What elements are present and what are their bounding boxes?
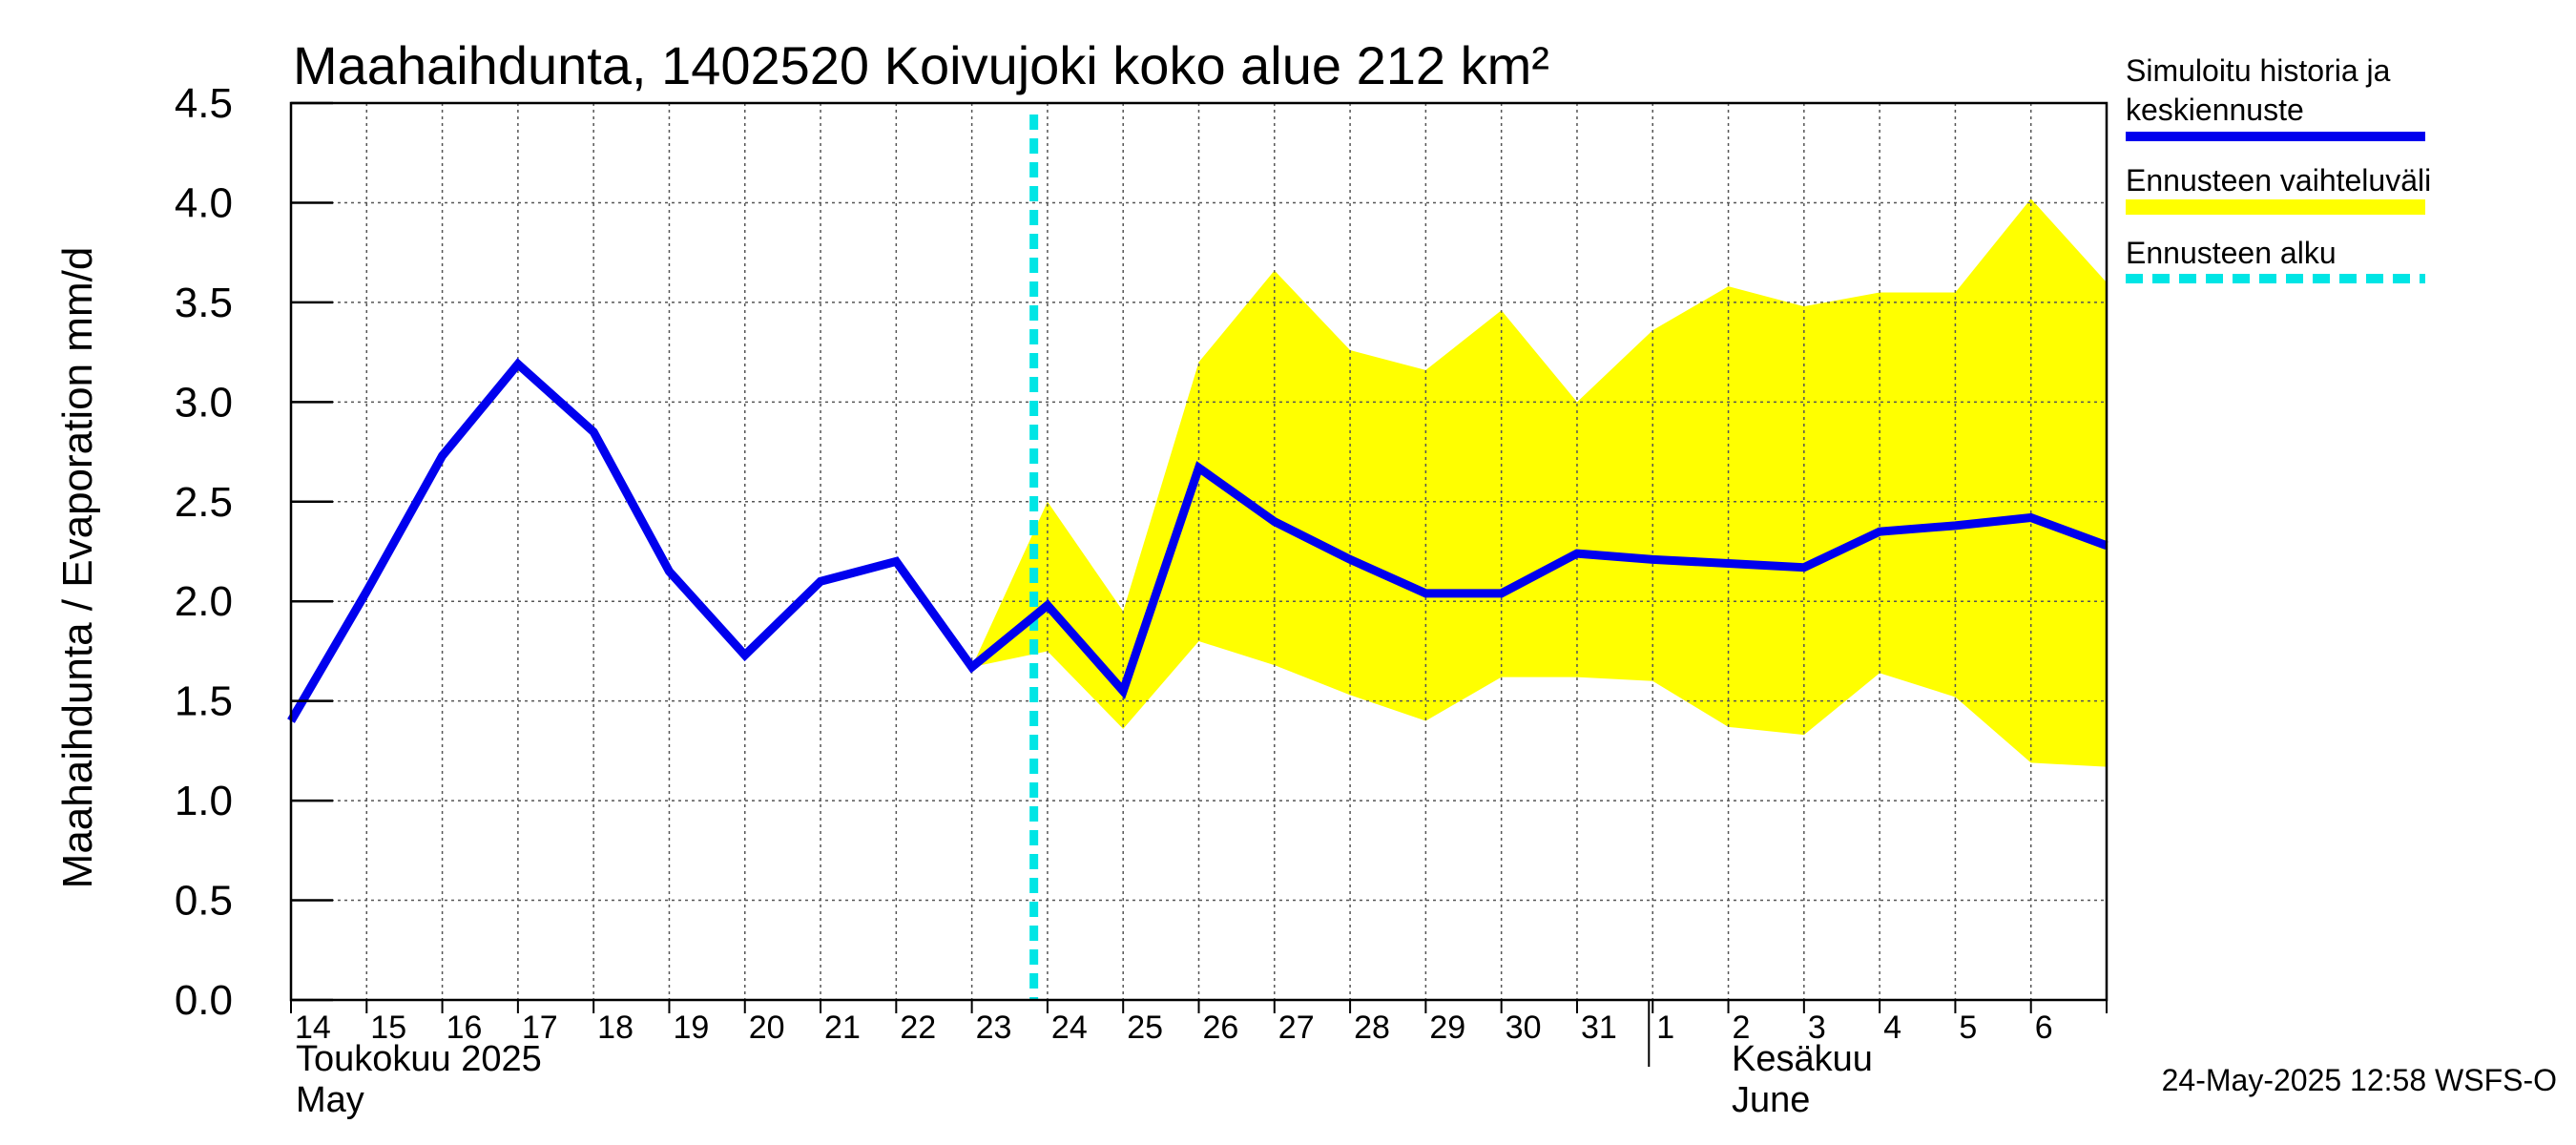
x-tick-label: 15	[370, 1010, 406, 1046]
x-tick-label: 29	[1429, 1010, 1465, 1046]
y-tick-label: 0.0	[175, 977, 233, 1024]
y-tick-label: 2.0	[175, 578, 233, 625]
x-tick-label: 26	[1203, 1010, 1239, 1046]
footer-timestamp: 24-May-2025 12:58 WSFS-O	[2162, 1063, 2557, 1097]
x-tick-label: 21	[824, 1010, 861, 1046]
series-layer	[287, 358, 2109, 723]
month-label-may-en: May	[296, 1080, 364, 1120]
x-tick-label: 28	[1354, 1010, 1390, 1046]
x-tick-label: 20	[749, 1010, 785, 1046]
legend-label-forecast-start: Ennusteen alku	[2126, 236, 2337, 270]
x-tick-label: 31	[1581, 1010, 1617, 1046]
x-tick-label: 1	[1656, 1010, 1674, 1046]
axes-layer	[289, 101, 2109, 1067]
legend-label-band: Ennusteen vaihteluväli	[2126, 163, 2431, 198]
y-tick-label: 0.5	[175, 878, 233, 925]
x-tick-label: 4	[1883, 1010, 1901, 1046]
chart-title: Maahaihdunta, 1402520 Koivujoki koko alu…	[293, 35, 1549, 95]
x-tick-label: 18	[597, 1010, 634, 1046]
y-axis-label: Maahaihdunta / Evaporation mm/d	[54, 247, 101, 889]
x-tick-label: 22	[900, 1010, 936, 1046]
forecast-range-band	[971, 198, 2107, 767]
y-tick-label: 3.5	[175, 280, 233, 326]
legend: Simuloitu historia ja keskiennuste Ennus…	[2126, 53, 2431, 283]
x-tick-label: 3	[1808, 1010, 1826, 1046]
x-tick-label: 17	[522, 1010, 558, 1046]
x-tick-label: 6	[2035, 1010, 2053, 1046]
x-tick-label: 30	[1506, 1010, 1542, 1046]
x-tick-label: 14	[295, 1010, 331, 1046]
legend-label-series-line1: Simuloitu historia ja	[2126, 53, 2391, 88]
x-tick-label: 5	[1959, 1010, 1977, 1046]
y-tick-label: 4.5	[175, 80, 233, 127]
y-tick-label: 4.0	[175, 179, 233, 226]
month-label-june-fi: Kesäkuu	[1732, 1039, 1873, 1079]
y-tick-label: 2.5	[175, 479, 233, 526]
x-tick-label: 23	[976, 1010, 1012, 1046]
y-tick-label: 3.0	[175, 379, 233, 426]
y-tick-label: 1.0	[175, 778, 233, 824]
y-tick-label: 1.5	[175, 678, 233, 725]
x-tick-label: 24	[1051, 1010, 1088, 1046]
month-label-may-fi: Toukokuu 2025	[296, 1039, 542, 1079]
x-tick-labels: 14 15 16 17 18 19 20 21 22 23 24 25 26 27 28 29 30 31 1 2 3 4…	[295, 1010, 2053, 1046]
x-tick-label: 16	[447, 1010, 483, 1046]
series-line-mean	[287, 358, 2109, 723]
legend-label-series-line2: keskiennuste	[2126, 93, 2304, 127]
x-tick-label: 19	[673, 1010, 709, 1046]
y-tick-labels: 0.0 0.5 1.0 1.5 2.0 2.5 3.0 3.5 4.0 4.5	[175, 80, 233, 1024]
forecast-range-band-layer	[971, 198, 2107, 767]
x-tick-label: 25	[1127, 1010, 1163, 1046]
x-tick-label: 27	[1278, 1010, 1315, 1046]
x-tick-label: 2	[1733, 1010, 1751, 1046]
month-label-june-en: June	[1732, 1080, 1810, 1120]
